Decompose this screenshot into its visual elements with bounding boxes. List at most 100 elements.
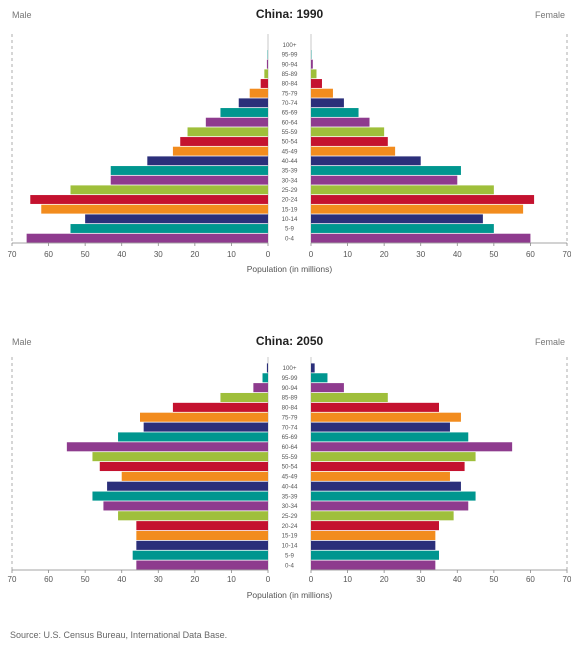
chart-1-female-bar-65-69: [311, 432, 469, 442]
chart-1-male-bar-30-34: [103, 501, 268, 511]
chart-0-tick-label: 20: [190, 250, 199, 259]
chart-1-age-label: 0-4: [285, 562, 295, 569]
chart-1-age-label: 50-54: [282, 464, 298, 471]
chart-0-female-bar-0-4: [311, 233, 531, 243]
chart-1-age-label: 55-59: [282, 454, 298, 461]
chart-1-male-bar-95-99: [262, 373, 268, 383]
chart-1-male-bar-35-39: [92, 491, 268, 501]
chart-0-age-label: 30-34: [282, 177, 298, 184]
chart-0-male-bar-90-94: [266, 59, 268, 69]
chart-1-age-label: 75-79: [282, 414, 298, 421]
chart-1-male-bar-10-14: [136, 540, 268, 550]
chart-0-tick-label: 20: [380, 250, 389, 259]
chart-0-male-bar-20-24: [30, 195, 268, 204]
chart-1-female-bar-5-9: [311, 550, 439, 560]
chart-1-male-bar-100+: [266, 363, 268, 373]
chart-0-tick-label: 30: [416, 250, 425, 259]
chart-0-female-bar-65-69: [311, 108, 359, 117]
chart-1-tick-label: 50: [489, 575, 498, 584]
chart-0-female-bar-20-24: [311, 195, 535, 204]
chart-0-female-bar-85-89: [311, 69, 317, 79]
chart-0-male-bar-80-84: [260, 79, 268, 88]
chart-0-age-label: 40-44: [282, 158, 298, 165]
chart-0-male-label: Male: [12, 10, 32, 20]
chart-0-age-label: 0-4: [285, 235, 295, 242]
chart-0-male-bar-85-89: [264, 69, 268, 79]
chart-0-male-bar-40-44: [147, 156, 268, 166]
chart-1-female-bar-90-94: [311, 383, 344, 393]
chart-1-female-bar-75-79: [311, 412, 461, 422]
chart-0-female-bar-90-94: [311, 59, 313, 69]
chart-0-tick-label: 10: [343, 250, 352, 259]
chart-1-female-bar-80-84: [311, 402, 439, 412]
chart-1-male-bar-55-59: [92, 452, 268, 462]
chart-1-age-label: 100+: [283, 365, 297, 372]
chart-1-x-axis-label: Population (in millions): [247, 590, 333, 600]
chart-0-female-bar-10-14: [311, 214, 483, 224]
chart-1-female-bar-70-74: [311, 422, 450, 432]
chart-0-female-bar-80-84: [311, 79, 322, 88]
chart-0-x-axis-label: Population (in millions): [247, 264, 333, 274]
chart-1-female-bar-85-89: [311, 392, 388, 403]
chart-0-female-bar-70-74: [311, 98, 344, 108]
chart-1-tick-label: 70: [8, 575, 17, 584]
chart-0-tick-label: 0: [309, 250, 314, 259]
chart-1-female-bar-55-59: [311, 452, 476, 462]
chart-1-male-bar-45-49: [121, 471, 268, 481]
chart-0-tick-label: 50: [81, 250, 90, 259]
chart-1-age-label: 30-34: [282, 503, 298, 510]
chart-1-age-label: 20-24: [282, 523, 298, 530]
chart-1-tick-label: 0: [266, 575, 271, 584]
chart-0-male-bar-70-74: [238, 98, 268, 108]
chart-1-female-bar-40-44: [311, 481, 461, 491]
chart-1-age-label: 35-39: [282, 493, 298, 500]
chart-0-male-bar-5-9: [70, 224, 268, 233]
chart-1-male-label: Male: [12, 337, 32, 347]
chart-1-male-bar-80-84: [172, 402, 268, 412]
chart-0-age-label: 45-49: [282, 148, 298, 155]
chart-0-age-label: 65-69: [282, 110, 298, 117]
chart-0-tick-label: 60: [526, 250, 535, 259]
chart-1-age-label: 25-29: [282, 513, 298, 520]
chart-1-female-bar-30-34: [311, 501, 469, 511]
chart-1-male-bar-15-19: [136, 530, 268, 541]
chart-1-male-bar-60-64: [66, 442, 268, 452]
chart-0-age-label: 95-99: [282, 52, 298, 59]
chart-1-title: China: 2050: [256, 334, 324, 348]
chart-0-male-bar-15-19: [41, 204, 268, 214]
chart-0-age-label: 75-79: [282, 90, 298, 97]
chart-1-tick-label: 50: [81, 575, 90, 584]
chart-1-tick-label: 70: [563, 575, 571, 584]
chart-0-tick-label: 40: [117, 250, 126, 259]
chart-1-tick-label: 0: [309, 575, 314, 584]
chart-1-female-bar-25-29: [311, 511, 454, 521]
chart-0-age-label: 15-19: [282, 206, 298, 213]
chart-1-female-bar-60-64: [311, 442, 513, 452]
chart-1-age-label: 15-19: [282, 533, 298, 540]
chart-0-female-bar-35-39: [311, 166, 461, 175]
chart-0-tick-label: 30: [154, 250, 163, 259]
chart-1-age-label: 10-14: [282, 543, 298, 550]
chart-0-male-bar-30-34: [110, 175, 268, 185]
chart-0-female-bar-45-49: [311, 146, 396, 156]
chart-0-female-bar-5-9: [311, 224, 494, 233]
chart-1-tick-label: 20: [380, 575, 389, 584]
chart-0-female-bar-55-59: [311, 127, 385, 137]
chart-1-female-bar-35-39: [311, 491, 476, 501]
chart-0-age-label: 70-74: [282, 100, 298, 107]
chart-1-male-bar-85-89: [220, 392, 268, 403]
chart-0-female-bar-30-34: [311, 175, 458, 185]
chart-0-female-bar-40-44: [311, 156, 421, 166]
chart-0-male-bar-60-64: [205, 117, 268, 127]
chart-1-tick-label: 20: [190, 575, 199, 584]
chart-0-male-bar-65-69: [220, 108, 268, 117]
chart-0-male-bar-25-29: [70, 185, 268, 195]
chart-0-female-bar-15-19: [311, 204, 524, 214]
chart-1-age-label: 65-69: [282, 434, 298, 441]
chart-0-tick-label: 70: [8, 250, 17, 259]
chart-0-tick-label: 70: [563, 250, 571, 259]
chart-1-male-bar-75-79: [140, 412, 268, 422]
chart-1-age-label: 85-89: [282, 395, 298, 402]
chart-1-age-label: 5-9: [285, 552, 295, 559]
